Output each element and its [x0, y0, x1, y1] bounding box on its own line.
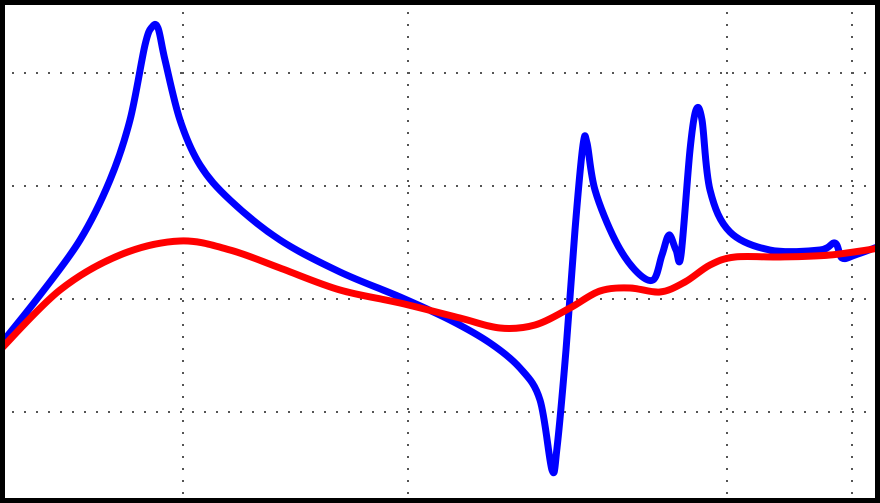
series-group	[0, 20, 880, 477]
series-line-1	[0, 237, 880, 354]
